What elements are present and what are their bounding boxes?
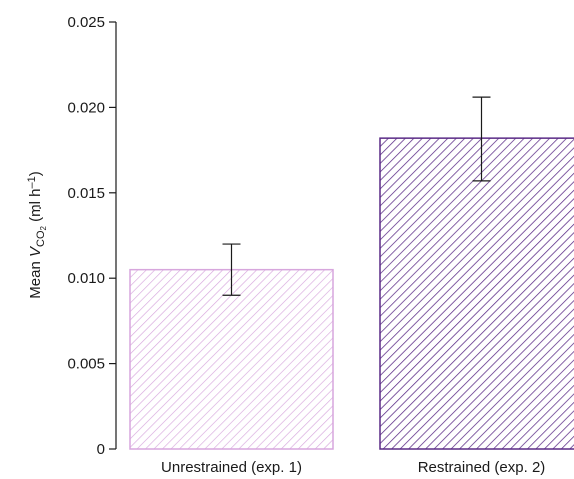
y-axis-title-unit: (ml h	[27, 189, 44, 227]
v-dot-overlay: ·	[31, 206, 48, 211]
category-labels: Unrestrained (exp. 1) Restrained (exp. 2)	[161, 459, 545, 476]
y-axis-title-prefix: Mean	[27, 257, 44, 299]
y-axis-title: Mean VCO2 (ml h–1)	[26, 171, 48, 298]
y-tick-label: 0.015	[67, 185, 105, 202]
category-label-0: Unrestrained (exp. 1)	[161, 459, 302, 476]
bar-0	[129, 268, 334, 450]
y-axis-title-unit-sup: –1	[26, 176, 38, 188]
y-axis-title-subscript: CO	[35, 230, 47, 247]
category-label-1: Restrained (exp. 2)	[418, 459, 546, 476]
bar-1	[379, 137, 574, 450]
y-axis-ticks: 0 0.005 0.010 0.015 0.020 0.025	[67, 14, 116, 458]
y-tick-label: 0.010	[67, 270, 105, 287]
y-axis-title-subscript2: 2	[39, 225, 48, 230]
y-tick-label: 0.020	[67, 99, 105, 116]
y-tick-label: 0	[97, 441, 105, 458]
y-tick-label: 0.025	[67, 14, 105, 31]
bars-group	[129, 96, 574, 450]
y-axis-title-symbol: V	[27, 245, 44, 257]
y-tick-label: 0.005	[67, 356, 105, 373]
y-axis-title-unit-close: )	[27, 171, 44, 176]
